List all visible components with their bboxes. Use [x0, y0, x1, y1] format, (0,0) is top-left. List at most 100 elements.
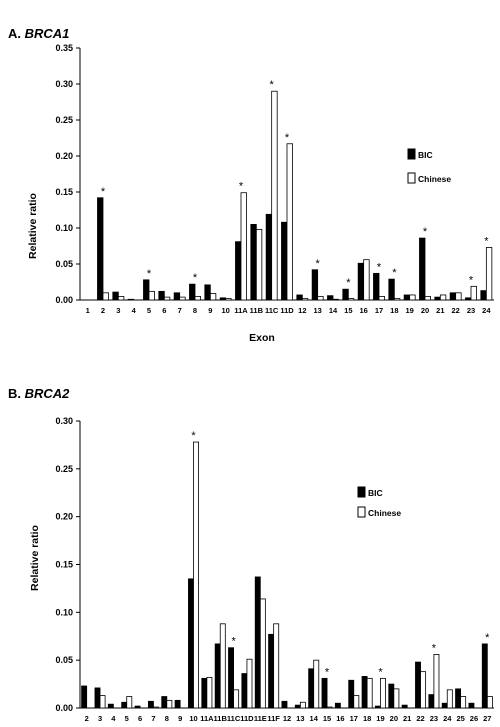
bars-a: [97, 90, 493, 301]
y-tick-label: 0.00: [55, 703, 73, 713]
y-axis-title-a: Relative ratio: [27, 193, 39, 259]
bar-chinese-13: [317, 295, 324, 301]
x-tick-label: 26: [470, 714, 478, 723]
x-tick-label: 6: [162, 306, 166, 315]
bar-chinese-20: [393, 688, 400, 709]
x-tick-label: 22: [416, 714, 424, 723]
x-tick-label: 16: [336, 714, 344, 723]
bar-chinese-5: [148, 290, 155, 301]
x-tick-label: 21: [403, 714, 411, 723]
x-tick-label: 11F: [267, 714, 280, 723]
bar-bic-14: [308, 668, 315, 709]
bar-chinese-11e: [259, 598, 266, 709]
x-tick-label: 14: [329, 306, 338, 315]
bar-chinese-3: [117, 295, 125, 301]
legend-label-chinese-b: Chinese: [368, 508, 401, 518]
x-tick-label: 24: [482, 306, 491, 315]
x-tick-label: 11E: [254, 714, 267, 723]
significance-asterisk: *: [423, 226, 428, 238]
bar-chinese-24: [485, 247, 493, 301]
x-tick-label: 4: [111, 714, 116, 723]
bar-bic-15: [342, 288, 349, 301]
x-tick-label: 10: [189, 714, 197, 723]
x-tick-label: 9: [178, 714, 182, 723]
bar-bic-2: [97, 197, 104, 301]
bar-chinese-20: [424, 295, 431, 301]
bar-bic-17: [373, 272, 380, 301]
x-ticks-a: 1 2 3 4 5 6 7 8 9 10 11A 11B 11C 11D 12 13 14 15 16 17 18 19 2…: [86, 306, 492, 315]
bar-bic-11c: [228, 647, 234, 709]
significance-asterisk: *: [392, 267, 397, 279]
x-tick-label: 13: [313, 306, 321, 315]
bar-bic-4: [107, 703, 114, 709]
x-tick-label: 6: [138, 714, 142, 723]
x-tick-label: 15: [344, 306, 352, 315]
bar-chinese-10: [225, 298, 232, 301]
bar-bic-23: [428, 694, 435, 709]
significance-asterisk: *: [377, 261, 382, 273]
bar-chinese-11d: [286, 143, 293, 301]
legend-swatch-bic-b: [357, 486, 366, 498]
x-tick-label: 11A: [234, 306, 248, 315]
bar-chinese-23: [470, 285, 477, 301]
x-tick-label: 8: [165, 714, 169, 723]
bar-chinese-11c: [271, 90, 278, 301]
x-tick-label: 7: [151, 714, 155, 723]
bar-bic-13: [294, 704, 301, 709]
significance-asterisk: *: [147, 268, 152, 280]
bar-chinese-14: [313, 659, 320, 709]
bar-bic-2: [81, 685, 88, 709]
x-tick-label: 21: [436, 306, 444, 315]
x-tick-label: 11C: [227, 714, 241, 723]
bar-chinese-13: [299, 701, 306, 709]
legend-label-bic-a: BIC: [418, 150, 433, 160]
x-tick-label: 20: [421, 306, 429, 315]
significance-asterisk: *: [325, 666, 330, 678]
bar-bic-18: [361, 676, 368, 709]
bar-bic-14: [327, 295, 334, 301]
significance-asterisk: *: [239, 181, 244, 193]
bar-chinese-19: [380, 677, 386, 709]
significance-asterisk: *: [484, 235, 489, 247]
y-tick-label: 0.00: [55, 295, 73, 305]
bar-chinese-5: [126, 696, 133, 709]
bar-chinese-25: [460, 696, 467, 709]
x-tick-label: 2: [101, 306, 105, 315]
bar-chinese-22: [420, 671, 427, 709]
bar-bic-19: [375, 705, 381, 709]
y-tick-label: 0.20: [55, 512, 73, 522]
x-tick-label: 11B: [250, 306, 264, 315]
bar-bic-11b: [250, 223, 257, 301]
x-tick-label: 1: [86, 306, 90, 315]
y-axis-title-b: Relative ratio: [29, 525, 41, 591]
significance-asterisk: *: [378, 666, 383, 678]
x-tick-label: 7: [178, 306, 182, 315]
bar-bic-16: [357, 262, 365, 301]
y-ticks-a: 0.00 0.05 0.10 0.15 0.20 0.25 0.30 0.35: [55, 43, 80, 305]
bar-bic-3: [94, 687, 101, 709]
bar-bic-11b: [214, 643, 221, 709]
bar-bic-8: [189, 283, 196, 301]
bar-bic-24: [441, 702, 448, 709]
bar-chinese-7: [153, 706, 159, 709]
bar-chinese-18: [393, 298, 401, 301]
bar-chinese-11d: [246, 658, 253, 709]
legend-swatch-chinese-a: [407, 172, 416, 184]
bar-chinese-9: [209, 293, 217, 301]
x-tick-label: 17: [350, 714, 358, 723]
x-tick-label: 5: [125, 714, 129, 723]
bar-chinese-11b: [219, 623, 226, 709]
asterisks-b: * * * * * *: [191, 430, 490, 678]
bar-chinese-14: [332, 298, 339, 301]
bar-bic-25: [455, 688, 462, 709]
x-tick-label: 11D: [240, 714, 254, 723]
bar-chinese-11f: [273, 623, 280, 709]
legend-label-bic-b: BIC: [368, 488, 383, 498]
bar-chinese-17: [353, 695, 360, 709]
bar-chinese-10: [193, 441, 199, 709]
bar-bic-15: [321, 677, 328, 709]
bar-bic-9: [204, 284, 211, 301]
bar-chinese-11a: [240, 192, 247, 301]
y-tick-label: 0.25: [55, 115, 73, 125]
legend-swatch-chinese-b: [357, 506, 366, 518]
